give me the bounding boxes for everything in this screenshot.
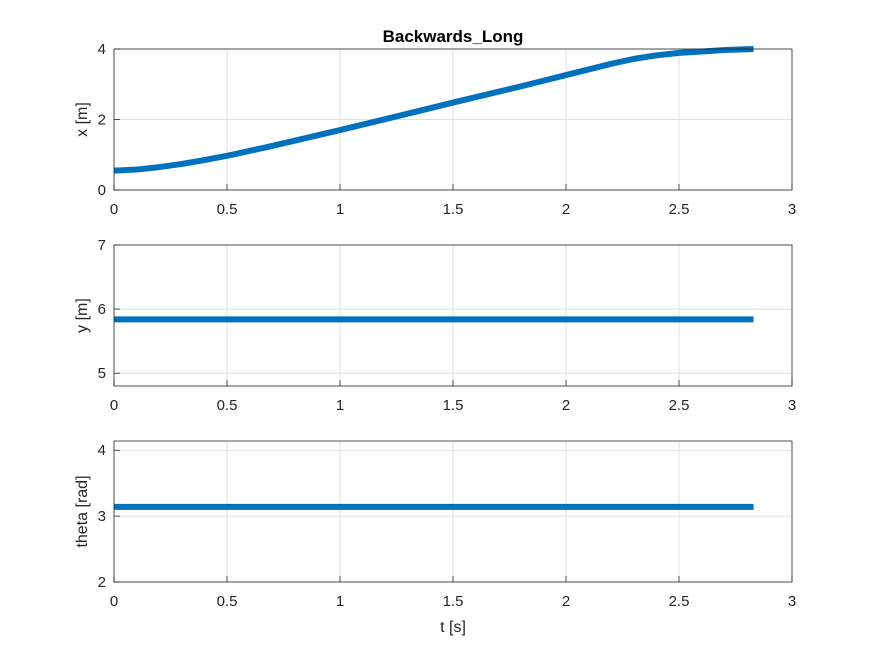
subplot-x-xtick-label: 2 <box>562 201 570 218</box>
subplot-x-ytick-label: 4 <box>98 41 106 58</box>
subplot-x: 0 0.5 1 1.5 2 2.5 3 0 2 4 Backwards_Long x [m] <box>74 27 796 218</box>
subplot-y-ytick-label: 5 <box>98 365 106 382</box>
subplot-x-xtick-label: 1 <box>336 201 344 218</box>
subplot-theta-xtick-label: 1 <box>336 593 344 610</box>
subplot-x-xtick-label: 3 <box>788 201 796 218</box>
subplot-y-xtick-label: 1 <box>336 397 344 414</box>
subplot-x-series <box>113 46 754 174</box>
subplot-theta-xtick-label: 3 <box>788 593 796 610</box>
subplot-x-xtick-label: 1.5 <box>443 201 464 218</box>
subplot-theta-ytick-label: 2 <box>98 574 106 591</box>
subplot-y-xtick-label: 0 <box>110 397 118 414</box>
subplot-y-xtick-label: 1.5 <box>443 397 464 414</box>
subplot-y-xtick-label: 3 <box>788 397 796 414</box>
subplot-y-xtick-label: 2 <box>562 397 570 414</box>
subplot-theta-ytick-label: 4 <box>98 442 106 459</box>
subplot-theta-xlabel: t [s] <box>440 619 466 636</box>
subplot-y-ylabel: y [m] <box>74 298 91 333</box>
subplot-theta-ticks: 0 0.5 1 1.5 2 2.5 3 2 3 4 <box>98 442 797 610</box>
subplot-theta-xtick-label: 2 <box>562 593 570 610</box>
subplot-y-ytick-label: 7 <box>98 237 106 254</box>
subplot-x-ylabel: x [m] <box>74 102 91 137</box>
chart-title: Backwards_Long <box>383 27 524 46</box>
subplot-y-ytick-label: 6 <box>98 301 106 318</box>
subplot-x-xtick-label: 0 <box>110 201 118 218</box>
subplot-x-xtick-label: 0.5 <box>217 201 238 218</box>
subplot-x-xtick-label: 2.5 <box>669 201 690 218</box>
subplot-theta-ytick-label: 3 <box>98 508 106 525</box>
subplot-theta-xtick-label: 1.5 <box>443 593 464 610</box>
subplot-y-xtick-label: 2.5 <box>669 397 690 414</box>
subplot-theta-ylabel: theta [rad] <box>74 475 91 547</box>
subplot-x-ytick-label: 0 <box>98 182 106 199</box>
subplot-x-ticks: 0 0.5 1 1.5 2 2.5 3 0 2 4 <box>98 41 797 218</box>
subplot-theta-xtick-label: 2.5 <box>669 593 690 610</box>
subplot-x-series-line <box>113 46 754 174</box>
subplot-y-ticks: 0 0.5 1 1.5 2 2.5 3 5 6 7 <box>98 237 797 414</box>
subplot-y: 0 0.5 1 1.5 2 2.5 3 5 6 7 y [m] <box>74 237 796 414</box>
subplot-theta-xtick-label: 0.5 <box>217 593 238 610</box>
subplot-y-xtick-label: 0.5 <box>217 397 238 414</box>
subplot-theta: 0 0.5 1 1.5 2 2.5 3 2 3 4 theta [rad] t [s] <box>74 440 797 636</box>
subplot-x-ytick-label: 2 <box>98 112 106 129</box>
subplot-theta-xtick-label: 0 <box>110 593 118 610</box>
